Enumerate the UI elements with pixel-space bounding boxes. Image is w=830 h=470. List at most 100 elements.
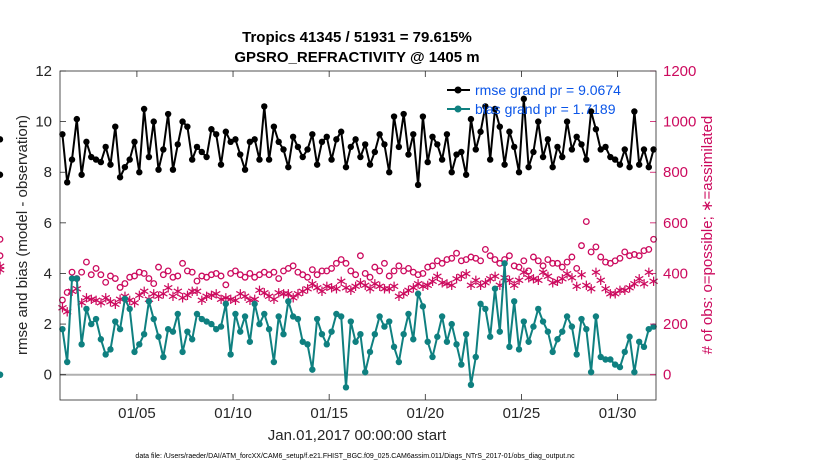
bias-point bbox=[645, 325, 652, 333]
bias-point bbox=[174, 310, 181, 318]
axes-box bbox=[59, 70, 657, 401]
bias-point bbox=[73, 275, 81, 282]
bias-point bbox=[621, 348, 628, 356]
obs-assimilated-point: ∗ bbox=[359, 276, 372, 294]
rmse-point bbox=[337, 128, 345, 135]
bias-point bbox=[116, 325, 124, 333]
obs-possible-point bbox=[140, 270, 148, 277]
bias-point bbox=[241, 313, 249, 320]
rmse-point bbox=[318, 138, 326, 146]
bias-point bbox=[515, 346, 523, 353]
rmse-point bbox=[453, 151, 460, 158]
rmse-point bbox=[140, 105, 148, 113]
rmse-point bbox=[73, 115, 81, 123]
data-file-caption: data file: /Users/raeder/DAI/ATM_forcXX/… bbox=[135, 453, 575, 460]
obs-possible-point bbox=[155, 263, 162, 271]
rmse-point bbox=[511, 143, 518, 151]
obs-assimilated-point: ∗ bbox=[272, 283, 285, 301]
legend-bias-label: bias grand pr = 1.7189 bbox=[475, 101, 616, 117]
obs-assimilated-point: ∗ bbox=[585, 280, 598, 298]
rmse-point bbox=[352, 136, 359, 143]
obs-assimilated-point: ∗ bbox=[99, 289, 112, 307]
x-tick-label: 01/15 bbox=[310, 405, 348, 422]
bias-point bbox=[640, 343, 648, 351]
rmse-point bbox=[539, 153, 547, 161]
obs-assimilated-point: ∗ bbox=[292, 285, 305, 303]
rmse-point bbox=[198, 148, 205, 156]
rmse-point bbox=[342, 163, 350, 171]
rmse-point bbox=[155, 166, 162, 173]
plot-area bbox=[60, 71, 656, 400]
obs-assimilated-point: ∗ bbox=[220, 289, 233, 307]
obs-assimilated-point: ∗ bbox=[85, 290, 98, 308]
obs-assimilated-point: ∗ bbox=[316, 282, 329, 300]
obs-assimilated-point: ∗ bbox=[518, 263, 531, 281]
bias-point bbox=[424, 338, 431, 345]
obs-possible-point bbox=[645, 245, 653, 253]
rmse-point bbox=[112, 123, 119, 130]
obs-possible-point bbox=[275, 275, 283, 282]
rmse-point bbox=[222, 128, 230, 135]
bias-point bbox=[472, 353, 479, 361]
bias-point bbox=[578, 315, 585, 323]
rmse-point bbox=[0, 136, 4, 143]
rmse-point bbox=[583, 156, 590, 163]
bias-point bbox=[448, 320, 455, 328]
bias-point bbox=[164, 325, 172, 333]
obs-possible-point bbox=[121, 280, 129, 288]
y-right-tick-label: 1200 bbox=[663, 63, 696, 80]
bias-point bbox=[184, 328, 191, 335]
obs-possible-point bbox=[342, 259, 350, 267]
obs-assimilated-point: ∗ bbox=[0, 261, 6, 279]
rmse-point bbox=[208, 126, 215, 133]
bias-point bbox=[213, 325, 220, 333]
bias-point bbox=[602, 356, 609, 363]
obs-assimilated-point: ∗ bbox=[186, 282, 199, 300]
bias-point bbox=[362, 368, 369, 376]
obs-assimilated-point: ∗ bbox=[171, 282, 184, 300]
rmse-point bbox=[559, 153, 566, 161]
obs-possible-point bbox=[597, 253, 605, 261]
obs-assimilated-point: ∗ bbox=[200, 287, 213, 305]
rmse-point bbox=[256, 156, 263, 163]
obs-assimilated-point: ∗ bbox=[239, 287, 252, 305]
rmse-point bbox=[78, 171, 85, 178]
obs-possible-point bbox=[558, 263, 566, 271]
obs-assimilated-point: ∗ bbox=[402, 281, 415, 299]
rmse-point bbox=[261, 103, 268, 110]
obs-assimilated-point: ∗ bbox=[484, 270, 497, 288]
obs-assimilated-point: ∗ bbox=[282, 285, 295, 303]
bias-point bbox=[611, 361, 619, 368]
obs-assimilated-point: ∗ bbox=[618, 281, 631, 299]
obs-possible-point bbox=[573, 264, 581, 272]
chart-title: Tropics 41345 / 51931 = 79.615% bbox=[242, 29, 472, 46]
y-right-tick-label: 200 bbox=[663, 316, 688, 333]
bias-point bbox=[193, 310, 201, 318]
obs-possible-point bbox=[111, 275, 119, 282]
obs-assimilated-point: ∗ bbox=[349, 277, 362, 295]
bias-point bbox=[78, 341, 85, 348]
obs-assimilated-point: ∗ bbox=[253, 281, 266, 299]
obs-assimilated-point: ∗ bbox=[469, 271, 482, 289]
obs-assimilated-point: ∗ bbox=[532, 271, 545, 289]
rmse-point bbox=[289, 133, 297, 140]
rmse-point bbox=[366, 161, 374, 168]
obs-assimilated-point: ∗ bbox=[393, 287, 406, 305]
obs-assimilated-point: ∗ bbox=[320, 277, 333, 295]
rmse-point bbox=[347, 143, 354, 151]
rmse-point bbox=[462, 171, 470, 178]
rmse-point bbox=[121, 163, 129, 171]
bias-point bbox=[520, 318, 528, 325]
bias-point bbox=[59, 325, 66, 333]
obs-assimilated-point: ∗ bbox=[369, 275, 382, 293]
obs-possible-point bbox=[63, 288, 71, 296]
obs-assimilated-point: ∗ bbox=[426, 272, 439, 290]
bias-point bbox=[419, 303, 427, 310]
obs-possible-point bbox=[332, 259, 340, 267]
obs-assimilated-point: ∗ bbox=[258, 283, 271, 301]
bias-point bbox=[539, 318, 547, 325]
obs-assimilated-point: ∗ bbox=[296, 282, 309, 300]
x-tick-label: 01/30 bbox=[599, 405, 637, 422]
rmse-point bbox=[390, 113, 398, 120]
obs-possible-point bbox=[448, 254, 456, 262]
